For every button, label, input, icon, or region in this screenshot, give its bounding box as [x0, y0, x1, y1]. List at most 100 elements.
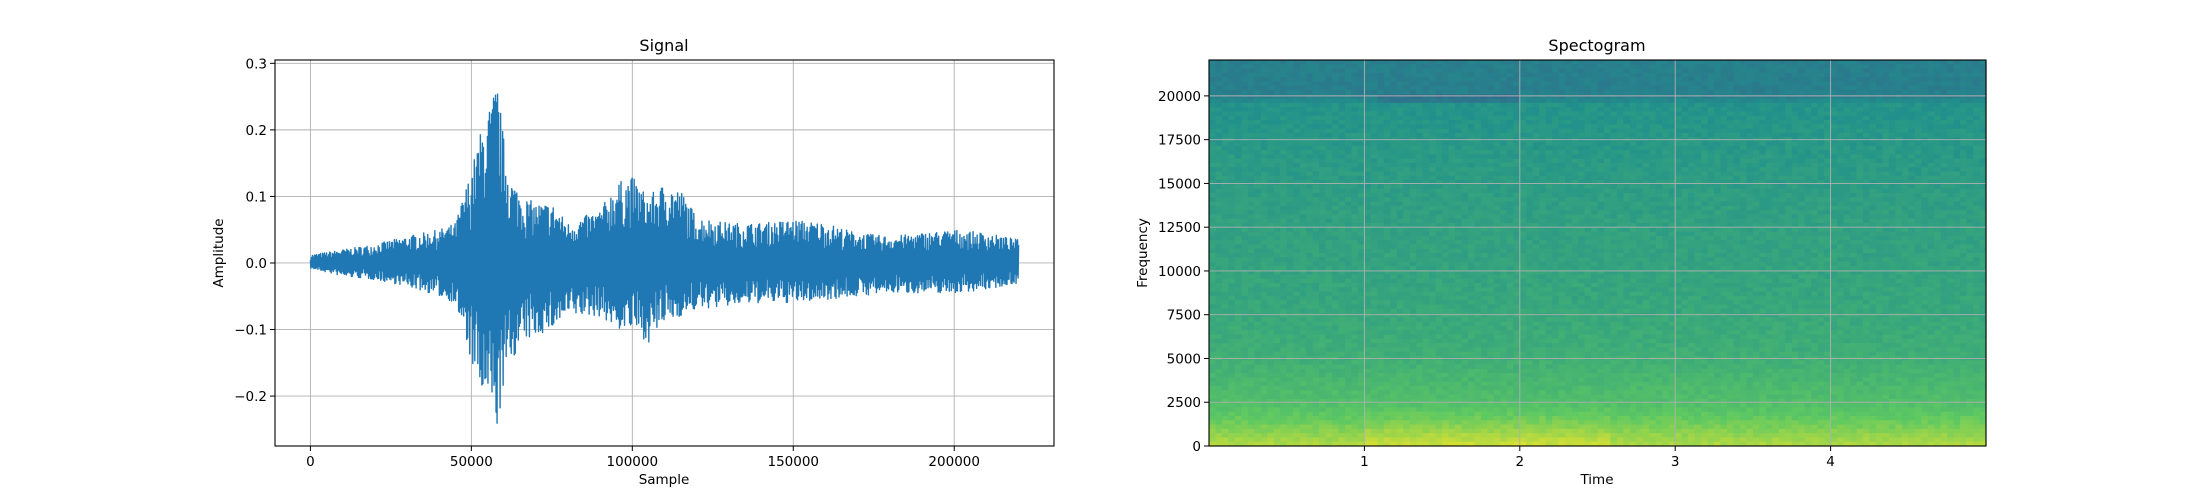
spectrogram-cell	[1390, 222, 1398, 228]
spectrogram-cell	[1662, 81, 1670, 87]
spectrogram-cell	[1616, 64, 1624, 70]
spectrogram-cell	[1603, 90, 1612, 95]
spectrogram-cell	[1921, 150, 1929, 155]
spectrogram-cell	[1565, 72, 1573, 78]
spectrogram-cell	[1221, 197, 1230, 203]
spectrogram-cell	[1442, 128, 1450, 134]
spectrogram-cell	[1442, 68, 1450, 74]
spectrogram-cell	[1882, 98, 1890, 104]
spectrogram-cell	[1733, 167, 1741, 173]
spectrogram-cell	[1390, 197, 1398, 203]
spectrogram-cell	[1927, 167, 1935, 173]
spectrogram-cell	[1390, 128, 1398, 134]
spectrogram-cell	[1286, 98, 1294, 104]
spectrogram-cell	[1681, 94, 1689, 100]
spectrogram-cell	[1811, 214, 1819, 220]
spectrogram-cell	[1772, 98, 1780, 104]
spectrogram-cell	[1591, 192, 1599, 198]
spectrogram-cell	[1869, 68, 1877, 74]
spectrogram-cell	[1319, 94, 1327, 100]
spectrogram-cell	[1357, 94, 1365, 100]
signal-y-ticks: −0.2−0.10.00.10.20.3	[234, 56, 275, 405]
spectrogram-cell	[1701, 154, 1709, 160]
spectrogram-cell	[1461, 222, 1469, 228]
spectrogram-cell	[1675, 201, 1683, 207]
spectrogram-cell	[1701, 132, 1709, 138]
spectrogram-cell	[1850, 231, 1858, 237]
spectrogram-cell	[1357, 184, 1365, 190]
spectrogram-cell	[1209, 214, 1217, 220]
spectrogram-cell	[1642, 115, 1650, 121]
spectrogram-cell	[1603, 184, 1612, 190]
spectrogram-cell	[1506, 102, 1514, 108]
spectrogram-cell	[1280, 145, 1288, 151]
spectrogram-cell	[1785, 214, 1793, 220]
spectrogram-cell	[1247, 102, 1255, 108]
spectrogram-cell	[1888, 128, 1896, 134]
spectrogram-cell	[1500, 180, 1508, 185]
spectrogram-cell	[1254, 205, 1262, 211]
spectrogram-cell	[1338, 205, 1346, 211]
spectrogram-cell	[1273, 210, 1281, 215]
spectrogram-cell	[1461, 154, 1469, 160]
spectrogram-cell	[1506, 141, 1514, 147]
spectrogram-cell	[1668, 68, 1676, 74]
spectrogram-cell	[1332, 210, 1340, 215]
spectrogram-cell	[1804, 222, 1812, 228]
spectrogram-cell	[1319, 90, 1327, 95]
spectrogram-cell	[1526, 175, 1534, 181]
spectrogram-cell	[1733, 68, 1741, 74]
spectrogram-cell	[1383, 141, 1391, 147]
spectrogram-cell	[1908, 107, 1916, 113]
spectrogram-cell	[1383, 184, 1391, 190]
spectrogram-cell	[1752, 210, 1760, 215]
spectrogram-cell	[1455, 231, 1463, 237]
spectrogram-cell	[1973, 60, 1981, 65]
spectrogram-cell	[1727, 154, 1735, 160]
spectrogram-cell	[1791, 85, 1799, 91]
spectrogram-cell	[1914, 72, 1922, 78]
spectrogram-cell	[1357, 171, 1365, 177]
spectrogram-cell	[1597, 167, 1605, 173]
spectrogram-cell	[1532, 120, 1540, 125]
spectrogram-cell	[1720, 231, 1728, 237]
spectrogram-cell	[1875, 60, 1883, 65]
spectrogram-cell	[1312, 231, 1320, 237]
spectrogram-cell	[1584, 205, 1592, 211]
spectrogram-cell	[1506, 145, 1514, 151]
spectrogram-cell	[1468, 210, 1476, 215]
spectrogram-cell	[1221, 167, 1230, 173]
spectrogram-cell	[1623, 167, 1631, 173]
spectrogram-cell	[1396, 210, 1404, 215]
spectrogram-cell	[1571, 81, 1579, 87]
spectrogram-cell	[1979, 150, 1987, 155]
spectrogram-cell	[1390, 72, 1398, 78]
spectrogram-cell	[1772, 150, 1780, 155]
spectrogram-cell	[1811, 120, 1819, 125]
spectrogram-cell	[1364, 120, 1372, 125]
spectrogram-cell	[1830, 150, 1838, 155]
spectrogram-cell	[1273, 60, 1281, 65]
spectrogram-cell	[1973, 94, 1981, 100]
spectrogram-cell	[1571, 68, 1579, 74]
spectrogram-cell	[1914, 68, 1922, 74]
spectrogram-cell	[1351, 214, 1359, 220]
spectrogram-cell	[1416, 188, 1424, 194]
spectrogram-cell	[1688, 145, 1696, 151]
spectrogram-cell	[1396, 115, 1404, 121]
spectrogram-cell	[1280, 154, 1288, 160]
spectrogram-cell	[1655, 201, 1663, 207]
spectrogram-cell	[1364, 102, 1372, 108]
spectrogram-cell	[1370, 85, 1378, 91]
spectrogram-cell	[1280, 90, 1288, 95]
spectrogram-cell	[1500, 214, 1508, 220]
spectrogram-cell	[1455, 227, 1463, 233]
spectrogram-cell	[1455, 128, 1463, 134]
spectrogram-cell	[1662, 77, 1670, 83]
spectrogram-cell	[1299, 171, 1307, 177]
spectrogram-cell	[1493, 192, 1501, 198]
spectrogram-cell	[1875, 184, 1883, 190]
spectrogram-cell	[1733, 124, 1741, 130]
spectrogram-cell	[1817, 175, 1825, 181]
